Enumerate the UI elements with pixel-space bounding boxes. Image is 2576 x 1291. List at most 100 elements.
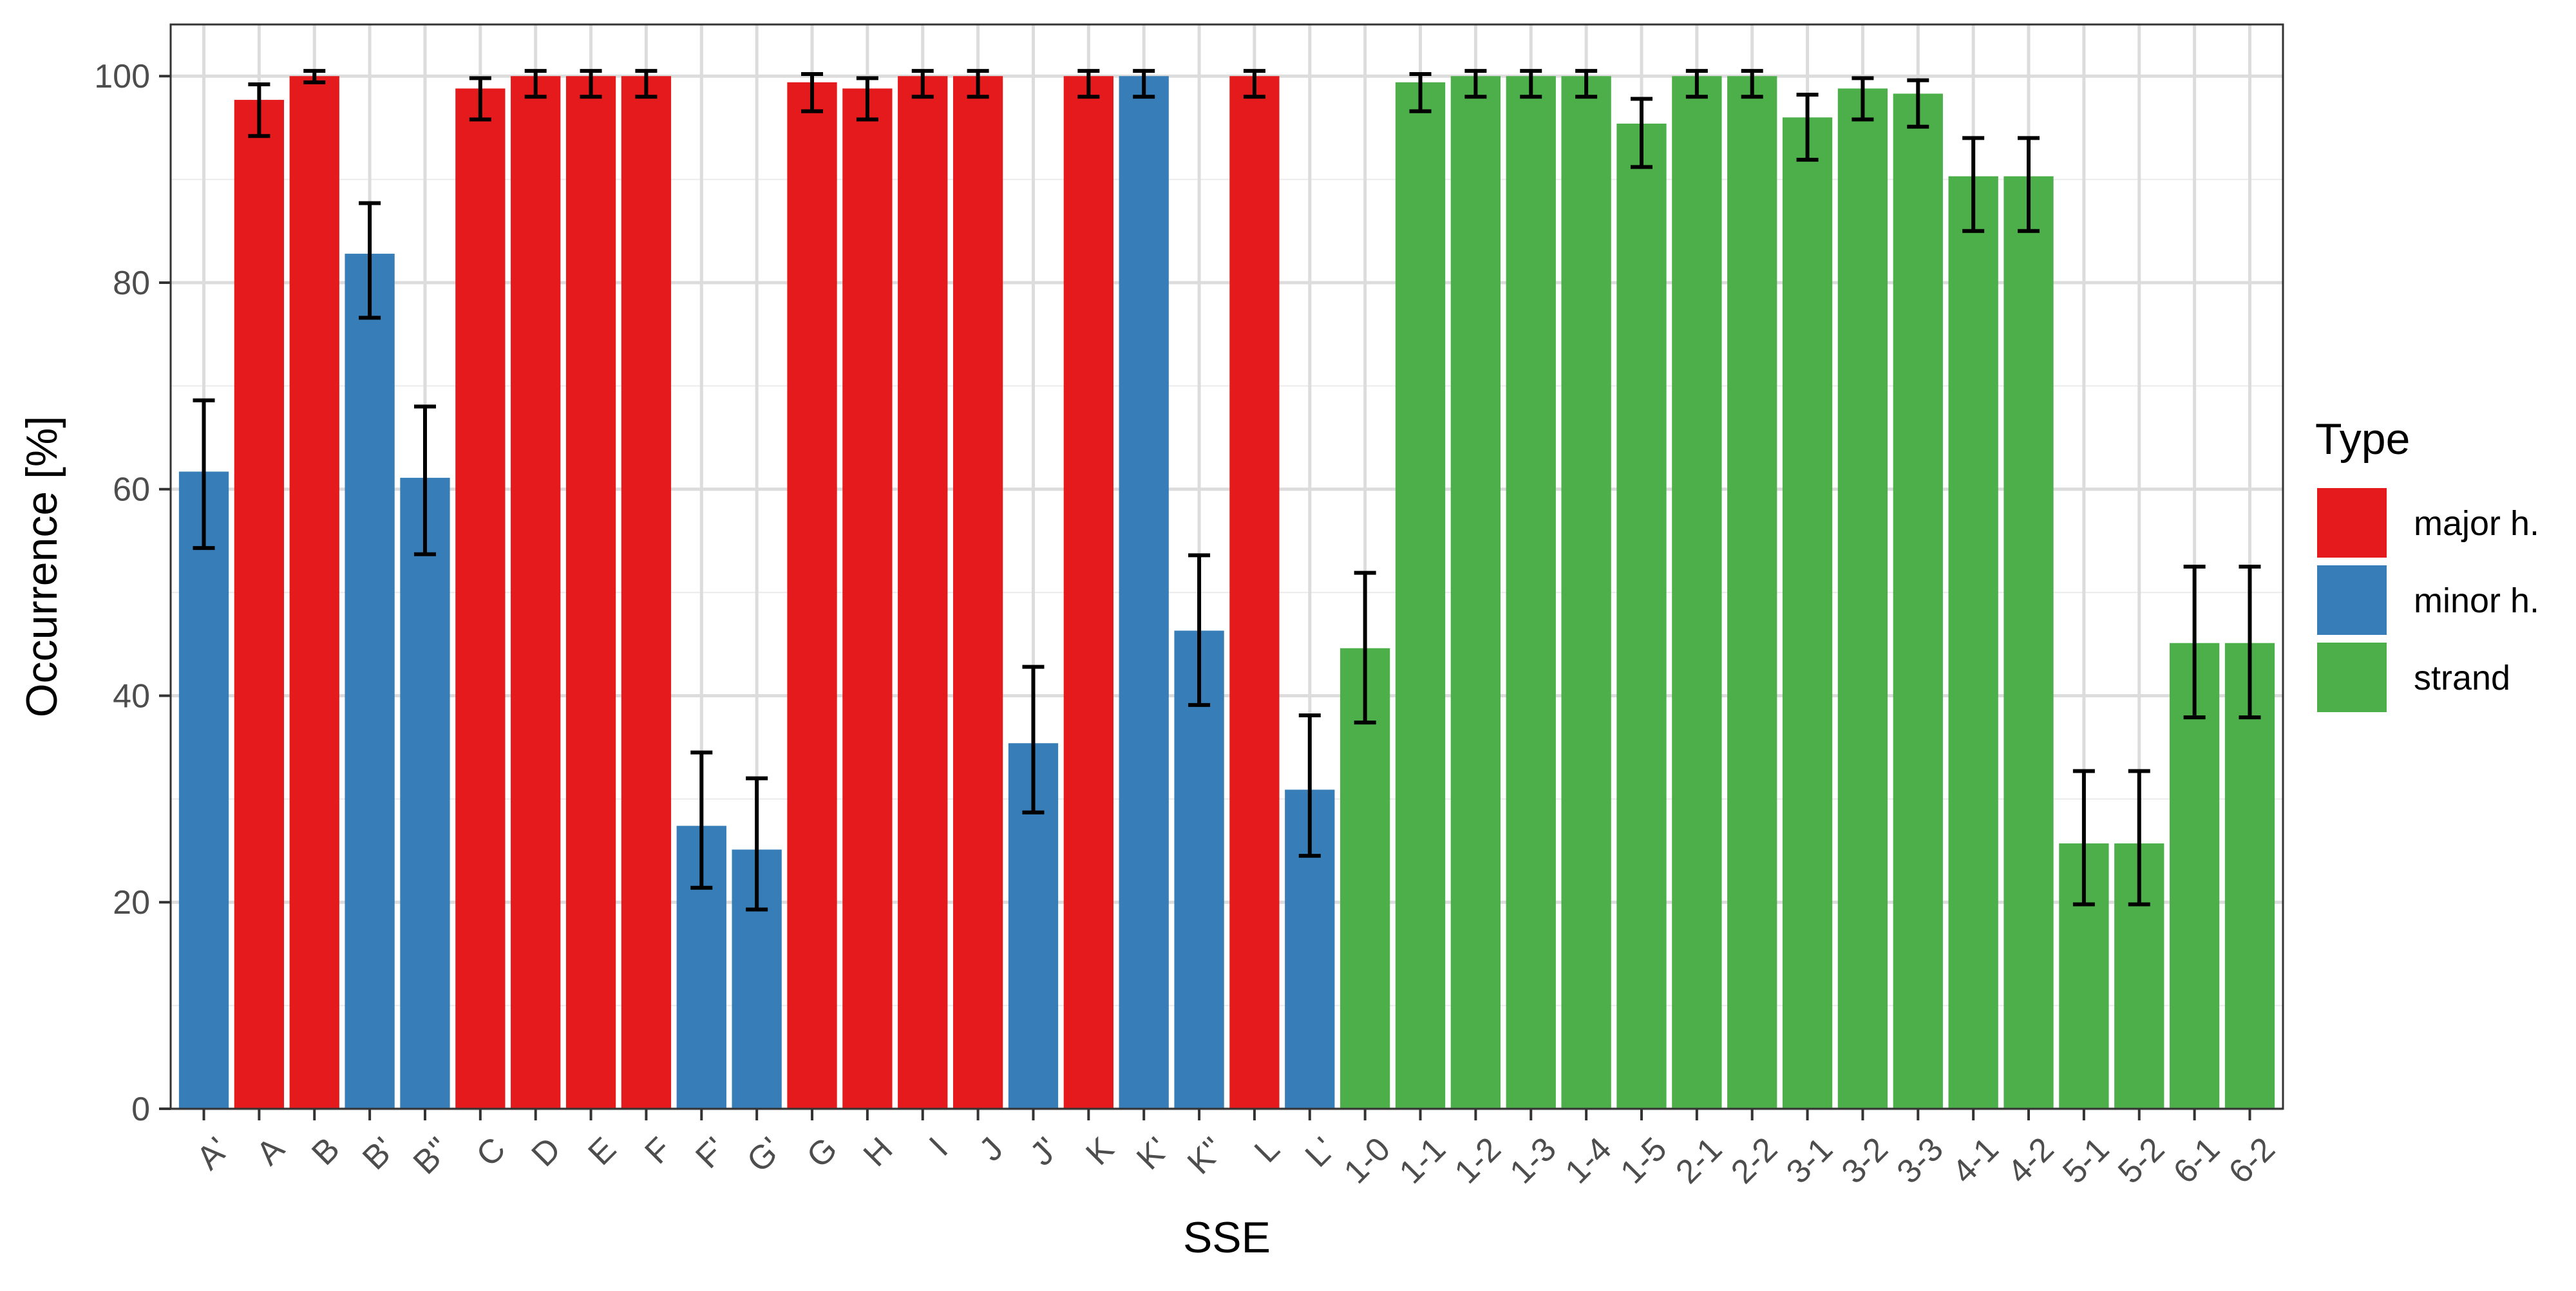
x-tick-label: I <box>922 1130 955 1163</box>
x-tick-label: F <box>638 1130 678 1171</box>
x-tick-label: F' <box>688 1130 734 1176</box>
error-bar <box>1354 570 1376 725</box>
error-bar <box>856 76 878 122</box>
x-tick-label: A' <box>189 1130 236 1177</box>
error-bar <box>690 750 713 890</box>
x-tick-label: J' <box>1023 1130 1066 1173</box>
x-tick-label: G' <box>740 1130 790 1180</box>
bar <box>1229 76 1280 1109</box>
legend-swatch <box>2317 488 2387 558</box>
error-bar <box>746 776 768 912</box>
bar <box>1395 82 1446 1109</box>
error-bar <box>303 69 326 84</box>
y-tick-label: 80 <box>113 265 150 302</box>
error-bar <box>1022 664 1045 815</box>
error-bar <box>2018 136 2040 233</box>
error-bar <box>1741 69 1763 99</box>
error-bar <box>911 69 934 99</box>
bar <box>952 76 1003 1109</box>
error-bar <box>1077 69 1100 99</box>
bar <box>1616 123 1667 1109</box>
error-bar <box>580 69 602 99</box>
x-tick-label: 3-2 <box>1835 1130 1895 1191</box>
error-bar <box>524 69 547 99</box>
x-tick-label: K <box>1079 1130 1121 1173</box>
x-tick-label: K'' <box>1180 1130 1232 1182</box>
x-tick-label: B' <box>355 1130 402 1177</box>
x-tick-label: 3-1 <box>1779 1130 1840 1191</box>
x-tick-label: C <box>469 1130 513 1174</box>
x-tick-label: 1-0 <box>1337 1130 1397 1191</box>
error-bar <box>1852 76 1874 122</box>
bar <box>1782 117 1833 1109</box>
x-tick-label: H <box>857 1130 900 1174</box>
x-tick-label: 6-2 <box>2222 1130 2282 1191</box>
bar <box>1119 76 1169 1109</box>
x-tick-label: 1-4 <box>1558 1130 1618 1191</box>
bar <box>511 76 561 1109</box>
bar <box>234 100 285 1109</box>
bar <box>1450 76 1501 1109</box>
bar <box>1948 176 1998 1109</box>
error-bar <box>359 201 381 320</box>
error-bar <box>1520 69 1542 99</box>
error-bar <box>2239 565 2261 720</box>
bar <box>1561 76 1611 1109</box>
error-bar <box>2183 565 2206 720</box>
panel-border <box>169 23 2284 1110</box>
bar <box>2003 176 2054 1109</box>
y-tick-label: 100 <box>94 58 150 95</box>
error-bar <box>2128 769 2150 907</box>
legend-title: Type <box>2315 415 2410 464</box>
bar <box>2169 643 2220 1109</box>
bar-layer <box>178 76 2275 1109</box>
x-axis-title: SSE <box>1183 1213 1271 1262</box>
bar <box>345 254 395 1109</box>
x-tick-label: 1-3 <box>1503 1130 1564 1191</box>
error-bar <box>801 71 824 113</box>
x-tick-label: 4-1 <box>1946 1130 2006 1191</box>
bar <box>400 478 450 1109</box>
legend: Type major h. minor h. strand <box>2315 415 2539 712</box>
bar <box>455 88 506 1109</box>
x-tick-label: 4-2 <box>2000 1130 2061 1191</box>
error-bar <box>967 69 989 99</box>
legend-label: strand <box>2414 659 2510 697</box>
bar <box>1837 88 1888 1109</box>
error-bar <box>635 69 658 99</box>
bar <box>621 76 672 1109</box>
legend-swatch <box>2317 565 2387 635</box>
error-bar <box>248 82 270 138</box>
bar <box>2224 643 2275 1109</box>
x-tick-label: 6-1 <box>2166 1130 2227 1191</box>
x-axis: A' A B B' B'' C D E F F' G' G H I J J' K K' K'' L L'1-01-11-… <box>189 1109 2282 1191</box>
bar <box>787 82 837 1109</box>
error-bar <box>469 76 491 122</box>
bar <box>1893 93 1943 1109</box>
x-tick-label: B'' <box>406 1130 458 1182</box>
x-tick-label: 1-5 <box>1613 1130 1674 1191</box>
legend-swatch <box>2317 643 2387 712</box>
bar <box>842 88 893 1109</box>
error-bar <box>2072 769 2095 907</box>
y-axis-title: Occurrence [%] <box>17 416 66 718</box>
legend-label: minor h. <box>2414 581 2539 620</box>
error-bar <box>1907 78 1929 129</box>
error-bar <box>1796 93 1819 162</box>
x-tick-label: L <box>1247 1130 1287 1169</box>
y-tick-label: 40 <box>113 677 150 715</box>
legend-label: major h. <box>2414 504 2539 543</box>
bar <box>1727 76 1777 1109</box>
x-tick-label: B <box>305 1130 347 1173</box>
x-tick-label: 2-2 <box>1724 1130 1785 1191</box>
error-bar <box>1243 69 1265 99</box>
y-tick-label: 60 <box>113 471 150 509</box>
error-bar <box>1188 553 1211 707</box>
x-tick-label: J <box>972 1130 1010 1168</box>
error-bar <box>1685 69 1708 99</box>
x-tick-label: 1-2 <box>1448 1130 1508 1191</box>
error-bar <box>1298 713 1321 858</box>
y-tick-label: 20 <box>113 884 150 921</box>
